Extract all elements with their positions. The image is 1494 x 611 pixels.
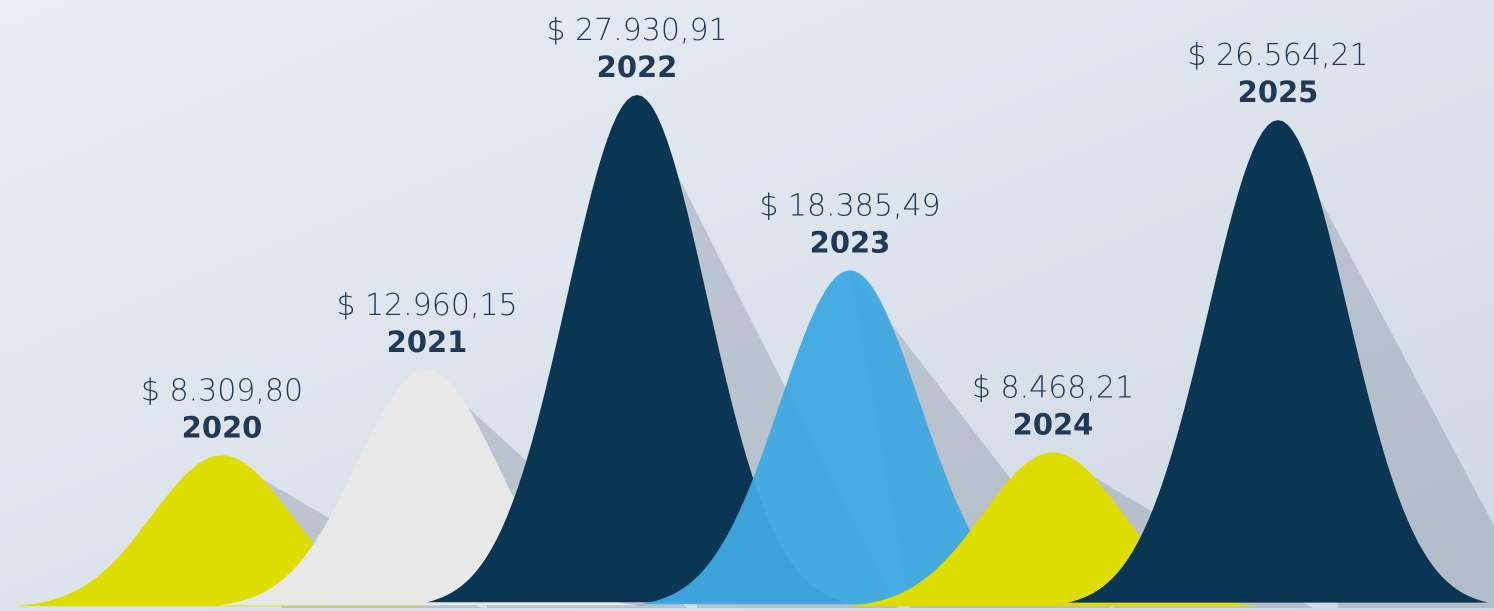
category-label: 2024 bbox=[1013, 407, 1094, 441]
category-label: 2021 bbox=[387, 325, 468, 359]
category-label: 2023 bbox=[810, 225, 891, 259]
value-label: $ 26.564,21 bbox=[1187, 38, 1368, 73]
category-label: 2025 bbox=[1238, 75, 1319, 109]
value-label: $ 12.960,15 bbox=[336, 288, 517, 323]
value-label: $ 8.309,80 bbox=[141, 373, 303, 408]
value-label: $ 18.385,49 bbox=[759, 188, 940, 223]
value-label: $ 8.468,21 bbox=[972, 370, 1134, 405]
category-label: 2020 bbox=[182, 410, 263, 444]
chart: $ 8.309,802020 $ 12.960,152021 $ 27.930,91… bbox=[0, 0, 1494, 611]
value-label: $ 27.930,91 bbox=[546, 13, 727, 48]
page: $ 8.309,802020 $ 12.960,152021 $ 27.930,91… bbox=[0, 0, 1494, 611]
category-label: 2022 bbox=[597, 50, 678, 84]
